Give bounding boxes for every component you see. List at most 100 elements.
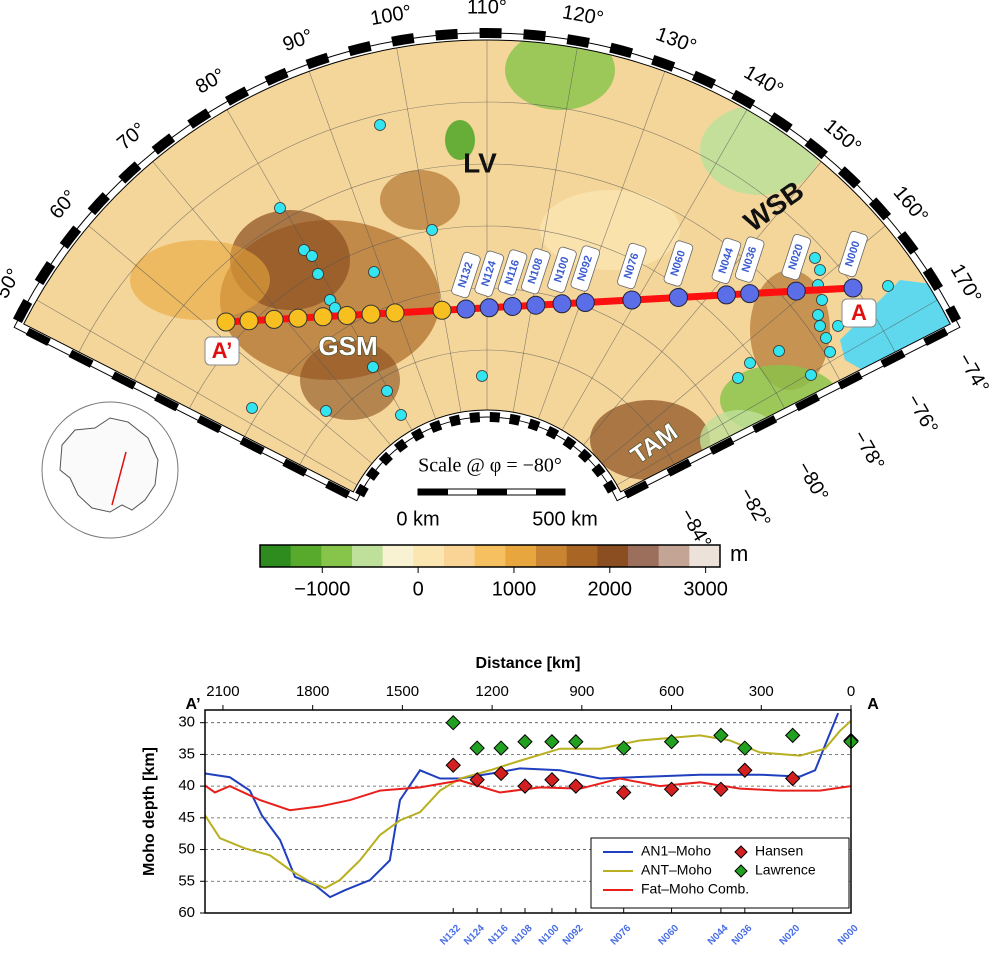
seismic-station xyxy=(382,386,393,397)
profile-station xyxy=(553,295,571,313)
moho-point xyxy=(494,741,508,755)
seismic-station xyxy=(825,347,836,358)
latitude-label: −78° xyxy=(848,427,888,474)
seismic-station xyxy=(774,346,785,357)
profile-node xyxy=(386,304,404,322)
profile-node xyxy=(265,310,283,328)
seismic-station xyxy=(815,265,826,276)
longitude-label: 100° xyxy=(369,1,414,30)
colorbar-tick-label: 2000 xyxy=(588,578,633,600)
x-tick-label: 0 xyxy=(847,683,855,700)
colorbar-cell xyxy=(536,545,567,567)
legend-label: ANT–Moho xyxy=(641,862,712,878)
figure: 50°60°70°80°90°100°110°120°130°140°150°1… xyxy=(0,0,1003,951)
profile-station xyxy=(623,291,641,309)
seismic-station xyxy=(815,321,826,332)
page: 50°60°70°80°90°100°110°120°130°140°150°1… xyxy=(0,0,1003,956)
station-axis-label: N108 xyxy=(510,923,535,948)
profile-node xyxy=(240,312,258,330)
seismic-station xyxy=(477,371,488,382)
seismic-station xyxy=(745,358,756,369)
colorbar-cell xyxy=(597,545,628,567)
longitude-label: 110° xyxy=(467,0,507,18)
station-axis-label: N116 xyxy=(486,923,511,948)
x-tick-label: 300 xyxy=(749,683,774,700)
x-tick-label: 1800 xyxy=(296,683,329,700)
scale-label: 500 km xyxy=(532,508,598,530)
station-axis-label: N036 xyxy=(730,923,755,948)
profile-node xyxy=(217,313,235,331)
legend-label: Hansen xyxy=(755,843,803,859)
x-axis-title: Distance [km] xyxy=(476,655,581,672)
moho-point xyxy=(786,772,800,786)
latitude-label: −80° xyxy=(792,458,832,505)
colorbar-cell xyxy=(659,545,690,567)
colorbar-cell xyxy=(444,545,475,567)
profile-node xyxy=(362,305,380,323)
map: 50°60°70°80°90°100°110°120°130°140°150°1… xyxy=(0,0,993,600)
longitude-label: 120° xyxy=(561,1,606,30)
x-tick-label: 600 xyxy=(659,683,684,700)
profile-node xyxy=(289,309,307,327)
colorbar-tick-label: 0 xyxy=(413,578,424,600)
region-label: LV xyxy=(463,147,497,178)
profile-station xyxy=(457,300,475,318)
longitude-label: 50° xyxy=(0,265,25,302)
colorbar-cell xyxy=(689,545,720,567)
profile-station xyxy=(717,286,735,304)
colorbar-cell xyxy=(475,545,506,567)
profile-station xyxy=(844,279,862,297)
seismic-station xyxy=(883,281,894,292)
scale-bar-segment xyxy=(536,489,565,495)
colorbar-tick-label: 3000 xyxy=(683,578,728,600)
longitude-label: 80° xyxy=(192,64,229,98)
colorbar-tick-label: −1000 xyxy=(294,578,350,600)
colorbar-cell xyxy=(321,545,352,567)
moho-point xyxy=(545,735,559,749)
longitude-label: 70° xyxy=(113,118,150,154)
moho-point xyxy=(446,716,460,730)
seismic-station xyxy=(375,120,386,131)
moho-point xyxy=(738,741,752,755)
longitude-label: 90° xyxy=(280,25,316,56)
legend-label: Fat–Moho Comb. xyxy=(641,881,749,897)
colorbar-cell xyxy=(291,545,322,567)
x-tick-label: 2100 xyxy=(206,683,239,700)
longitude-label: 170° xyxy=(946,260,986,307)
profile-station xyxy=(787,282,805,300)
profile-station xyxy=(576,294,594,312)
seismic-station xyxy=(806,370,817,381)
longitude-label: 130° xyxy=(653,23,699,58)
station-axis-label: N020 xyxy=(778,923,803,948)
moho-point xyxy=(569,779,583,793)
seismic-station xyxy=(369,267,380,278)
seismic-station xyxy=(427,225,438,236)
colorbar-tick-label: 1000 xyxy=(492,578,537,600)
y-tick-label: 40 xyxy=(178,777,195,794)
station-axis-label: N044 xyxy=(706,923,731,948)
station-axis-label: N124 xyxy=(462,923,487,948)
profile-end-label: A xyxy=(867,696,879,713)
terrain-patch xyxy=(505,30,615,110)
colorbar-cell xyxy=(383,545,414,567)
seismic-station xyxy=(368,362,379,373)
seismic-station xyxy=(321,406,332,417)
station-axis-label: N132 xyxy=(438,923,463,948)
colorbar-cell xyxy=(567,545,598,567)
latitude-label: −82° xyxy=(735,484,775,531)
y-tick-label: 45 xyxy=(178,809,195,826)
moho-point xyxy=(545,773,559,787)
profile-node xyxy=(314,308,332,326)
moho-point xyxy=(470,741,484,755)
longitude-label: 160° xyxy=(889,182,932,228)
moho-point xyxy=(569,735,583,749)
station-axis-label: N076 xyxy=(609,923,634,948)
colorbar-cell xyxy=(505,545,536,567)
y-tick-label: 55 xyxy=(178,872,195,889)
profile-node xyxy=(433,301,451,319)
profile-end-label: A’ xyxy=(212,338,233,363)
profile-node xyxy=(338,306,356,324)
longitude-label: 140° xyxy=(740,61,787,101)
moho-point xyxy=(786,728,800,742)
station-axis-label: N100 xyxy=(537,923,562,948)
